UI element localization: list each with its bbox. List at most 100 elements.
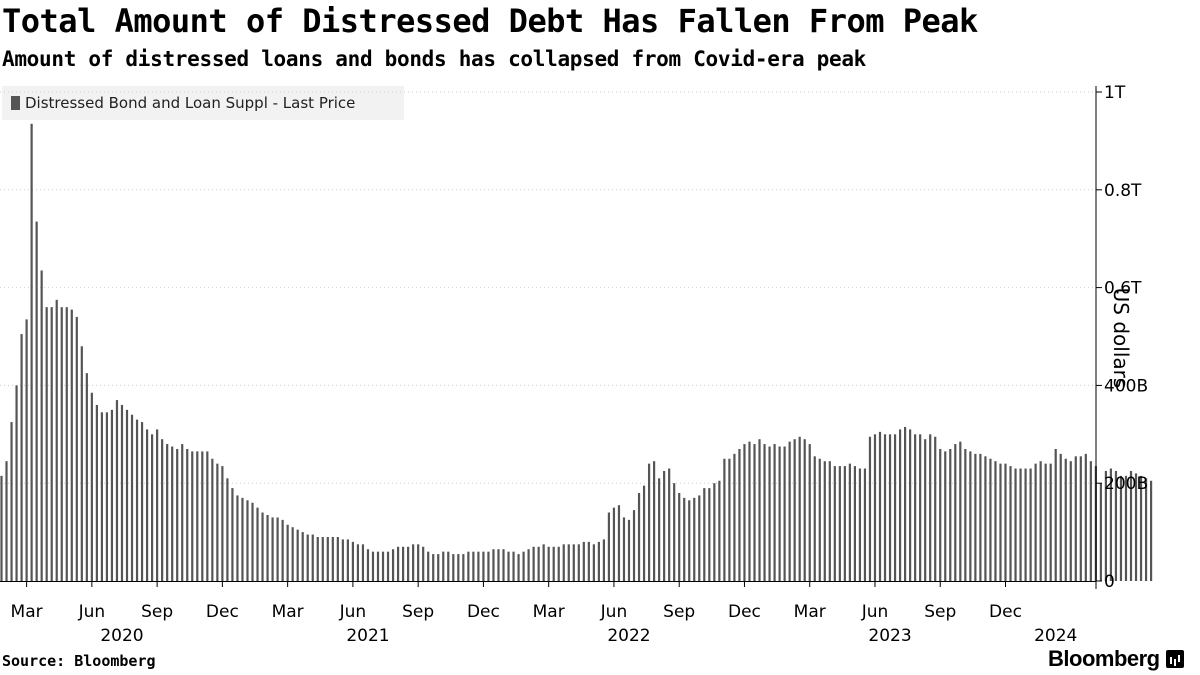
x-year-label: 2023 [868, 626, 911, 646]
bar [105, 412, 109, 581]
bar [266, 514, 269, 581]
bar [532, 546, 535, 581]
bar [216, 463, 219, 581]
bar [356, 544, 360, 581]
bar [803, 439, 806, 581]
bar [688, 500, 691, 581]
bar [1009, 466, 1012, 581]
x-tick-label: Jun [78, 602, 106, 622]
bar [196, 451, 199, 581]
bar [346, 539, 349, 581]
bar [1049, 463, 1052, 581]
bar [25, 319, 28, 581]
bar [753, 444, 756, 581]
bar [1079, 456, 1082, 581]
bloomberg-terminal-icon [1165, 650, 1184, 668]
bar [50, 307, 53, 581]
x-tick-label: Sep [663, 602, 695, 622]
bar [497, 549, 500, 581]
tick-labels: 0 200B 400B 0.6T 0.8T 1T Mar Jun Sep Dec Mar Jun Sep… [11, 83, 1149, 646]
bar [462, 554, 465, 581]
bar [733, 453, 736, 581]
bar [5, 461, 8, 581]
bar [45, 307, 48, 581]
brand-name: Bloomberg [1048, 646, 1160, 671]
y-tick-label: 400B [1104, 376, 1148, 396]
x-year-label: 2024 [1034, 626, 1077, 646]
bar [964, 448, 967, 581]
bar [642, 485, 646, 581]
bar [678, 492, 681, 581]
bar [331, 536, 334, 581]
bar [798, 436, 801, 581]
bar [934, 436, 937, 581]
bar [467, 551, 470, 581]
bar [788, 441, 791, 581]
bar [30, 123, 33, 581]
x-tick-label: Dec [989, 602, 1022, 622]
x-tick-label: Sep [402, 602, 434, 622]
bar [130, 414, 134, 581]
bar [171, 446, 174, 581]
bar [873, 434, 877, 581]
bar [281, 519, 284, 582]
bar [647, 463, 651, 581]
y-tick-label: 1T [1104, 83, 1126, 103]
bar [763, 444, 766, 581]
bar [1029, 468, 1032, 581]
bar [658, 478, 661, 581]
bar [843, 466, 846, 581]
brand-logo: Bloomberg [1048, 646, 1184, 672]
bar [432, 554, 435, 581]
x-tick-label: Mar [11, 602, 43, 622]
legend-label: Distressed Bond and Loan Suppl - Last Pr… [25, 94, 356, 112]
bar [95, 404, 98, 581]
bar [1039, 461, 1042, 581]
bar [1144, 478, 1148, 581]
bar [396, 546, 400, 581]
bar [1149, 480, 1153, 581]
bar [653, 461, 656, 581]
bar [306, 534, 309, 581]
bar [883, 434, 887, 581]
x-year-label: 2021 [346, 626, 389, 646]
bar [959, 441, 962, 581]
bar [201, 451, 204, 581]
chart-title: Total Amount of Distressed Debt Has Fall… [2, 2, 978, 40]
bar [1004, 463, 1007, 581]
bar [1109, 468, 1113, 581]
bar [472, 551, 475, 581]
bar [40, 270, 43, 581]
bar [909, 429, 912, 581]
bar [954, 444, 957, 581]
bar [286, 524, 289, 581]
legend-swatch [11, 96, 20, 110]
bar [145, 429, 149, 581]
bar [336, 536, 339, 581]
bar [236, 495, 239, 581]
bar [296, 529, 299, 581]
bar [276, 517, 279, 581]
bar [597, 541, 600, 581]
bar [743, 444, 746, 581]
bar [140, 422, 144, 581]
bar [70, 309, 73, 581]
bar [311, 534, 314, 581]
bar [226, 478, 229, 581]
bar [1119, 475, 1123, 581]
x-tick-label: Jun [600, 602, 628, 622]
bar [1129, 470, 1133, 581]
bar [547, 546, 550, 581]
bar [939, 448, 942, 581]
bar [1044, 463, 1047, 581]
bar [607, 512, 611, 581]
bar [673, 483, 676, 581]
bar [562, 544, 565, 581]
bar [713, 483, 716, 581]
bar [427, 551, 430, 581]
bar [206, 451, 209, 581]
bar [924, 439, 927, 581]
x-tick-label: Jun [339, 602, 367, 622]
bar [1124, 475, 1128, 581]
